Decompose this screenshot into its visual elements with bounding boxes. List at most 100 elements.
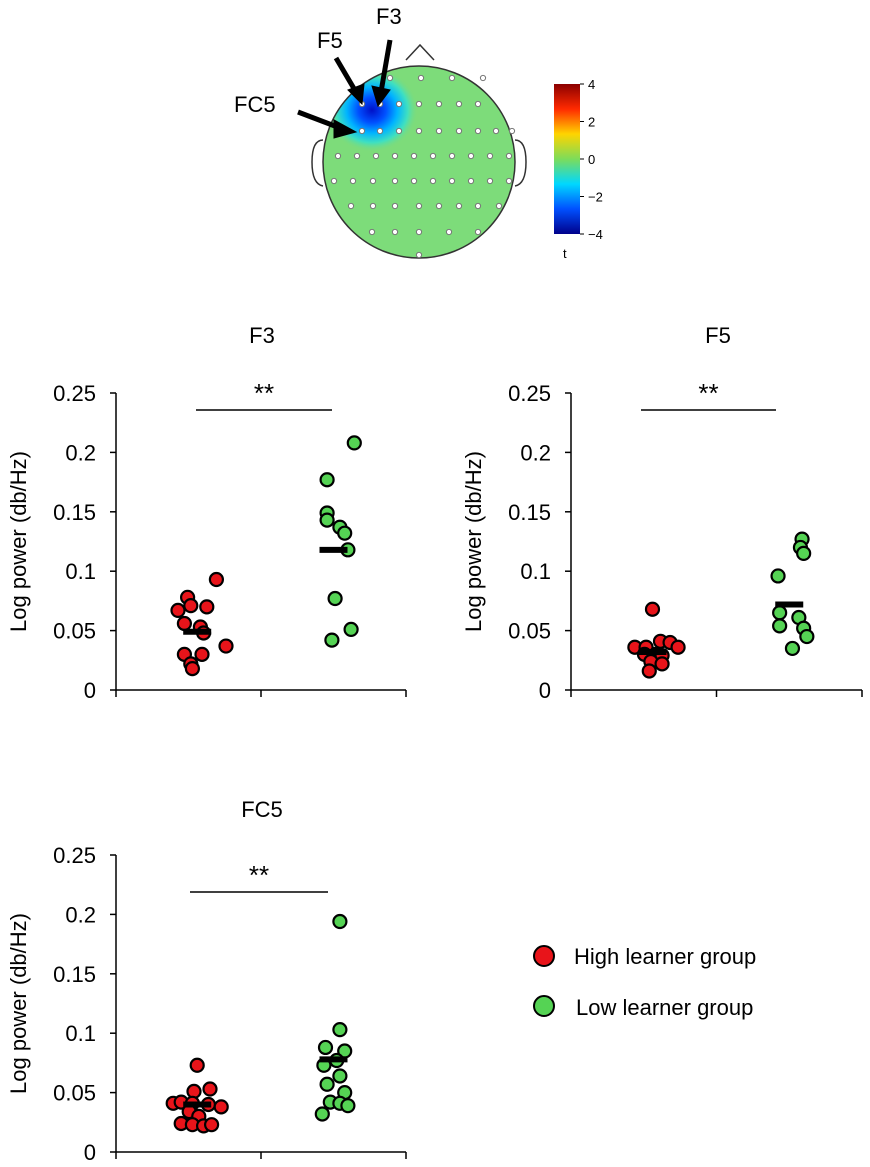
electrode	[369, 177, 377, 185]
data-point	[799, 628, 815, 645]
data-point	[170, 602, 186, 619]
electrode	[347, 202, 355, 210]
legend-label-high: High learner group	[574, 944, 756, 969]
data-point	[346, 435, 362, 451]
panel-title: F3	[249, 323, 275, 348]
y-tick-label: 0.25	[53, 381, 96, 406]
electrode	[486, 152, 494, 160]
electrode	[395, 127, 403, 135]
electrode	[495, 202, 503, 210]
panel-f3: F3 0 0.05 0.1 0.15 0.2 0.25 Log power (db/Hz) **	[6, 323, 407, 703]
colorbar	[554, 84, 580, 234]
arrow-f3-head	[371, 85, 391, 108]
electrode	[486, 177, 494, 185]
data-point	[317, 1039, 334, 1056]
data-point	[770, 568, 786, 584]
arrow-f5	[333, 56, 359, 94]
y-tick-label: 0.05	[53, 619, 96, 644]
colorbar-tick-label: −2	[588, 190, 603, 205]
electrode	[415, 202, 423, 210]
data-point	[319, 1076, 335, 1092]
electrodes	[330, 74, 516, 259]
data-point	[314, 1106, 330, 1122]
arrow-f5-head	[347, 83, 365, 106]
electrode	[455, 202, 463, 210]
electrode	[474, 127, 482, 135]
data-point	[654, 656, 670, 672]
electrode	[435, 127, 443, 135]
electrode	[448, 152, 456, 160]
data-point	[319, 512, 335, 528]
electrode	[391, 177, 399, 185]
electrode	[415, 228, 423, 236]
significance-label: **	[249, 860, 269, 890]
blue-cluster	[326, 68, 418, 152]
electrode	[372, 152, 380, 160]
series-low	[770, 531, 815, 657]
legend-marker-high	[533, 945, 555, 967]
data-point	[796, 545, 812, 561]
electrode	[492, 127, 500, 135]
data-point	[208, 571, 224, 588]
electrode	[479, 74, 487, 82]
legend-marker-low	[533, 995, 555, 1017]
colorbar-tick-label: 4	[588, 77, 595, 92]
scatter-panels: F3 0 0.05 0.1 0.15 0.2 0.25 Log power (db/Hz) **…	[6, 323, 863, 1165]
colorbar-tick-label: 2	[588, 115, 595, 130]
electrode	[474, 228, 482, 236]
data-point	[340, 1098, 356, 1114]
series-low	[314, 913, 356, 1122]
arrow-fc5	[297, 109, 341, 131]
y-tick-label: 0.15	[53, 500, 96, 525]
series-high	[627, 601, 686, 679]
electrode	[505, 177, 513, 185]
y-tick-label: 0.1	[65, 1021, 96, 1046]
series-high	[165, 1057, 229, 1134]
y-tick-label: 0.15	[508, 500, 551, 525]
electrode	[349, 177, 357, 185]
data-point	[641, 663, 657, 679]
data-point	[184, 661, 200, 677]
electrode	[474, 100, 482, 108]
electrode	[330, 177, 338, 185]
electrode	[455, 100, 463, 108]
electrode	[391, 228, 399, 236]
panel-f5: F5 0 0.05 0.1 0.15 0.2 0.25 Log power (db/Hz) **	[461, 323, 863, 703]
panel-title: F5	[705, 323, 731, 348]
data-point	[176, 615, 192, 632]
electrode-arrows	[297, 39, 393, 139]
data-point	[199, 599, 215, 615]
electrode	[508, 127, 516, 135]
data-point	[324, 632, 340, 648]
data-point	[319, 472, 335, 488]
data-point	[337, 525, 353, 541]
electrode	[391, 202, 399, 210]
electrode	[415, 251, 423, 259]
y-tick-label: 0	[84, 678, 96, 703]
nose	[405, 43, 435, 61]
data-point	[213, 1099, 229, 1115]
y-tick-label: 0.1	[520, 559, 551, 584]
label-fc5: FC5	[234, 92, 276, 117]
legend-label-low: Low learner group	[576, 995, 753, 1020]
arrow-f3	[378, 39, 393, 93]
y-axis-label: Log power (db/Hz)	[6, 913, 31, 1094]
electrode	[417, 74, 425, 82]
y-axis-label: Log power (db/Hz)	[461, 451, 486, 632]
electrode	[391, 152, 399, 160]
electrode	[429, 152, 437, 160]
data-point	[332, 913, 348, 930]
data-point	[644, 601, 661, 617]
legend: High learner group Low learner group	[533, 944, 756, 1020]
electrode	[467, 177, 475, 185]
electrode	[353, 152, 361, 160]
arrow-fc5-head	[333, 119, 358, 139]
electrode	[368, 228, 376, 236]
series-low	[319, 435, 362, 648]
y-tick-label: 0.2	[65, 440, 96, 465]
y-tick-label: 0.25	[53, 843, 96, 868]
data-point	[202, 1081, 218, 1097]
electrode	[505, 152, 513, 160]
electrode	[448, 74, 456, 82]
electrode	[474, 202, 482, 210]
